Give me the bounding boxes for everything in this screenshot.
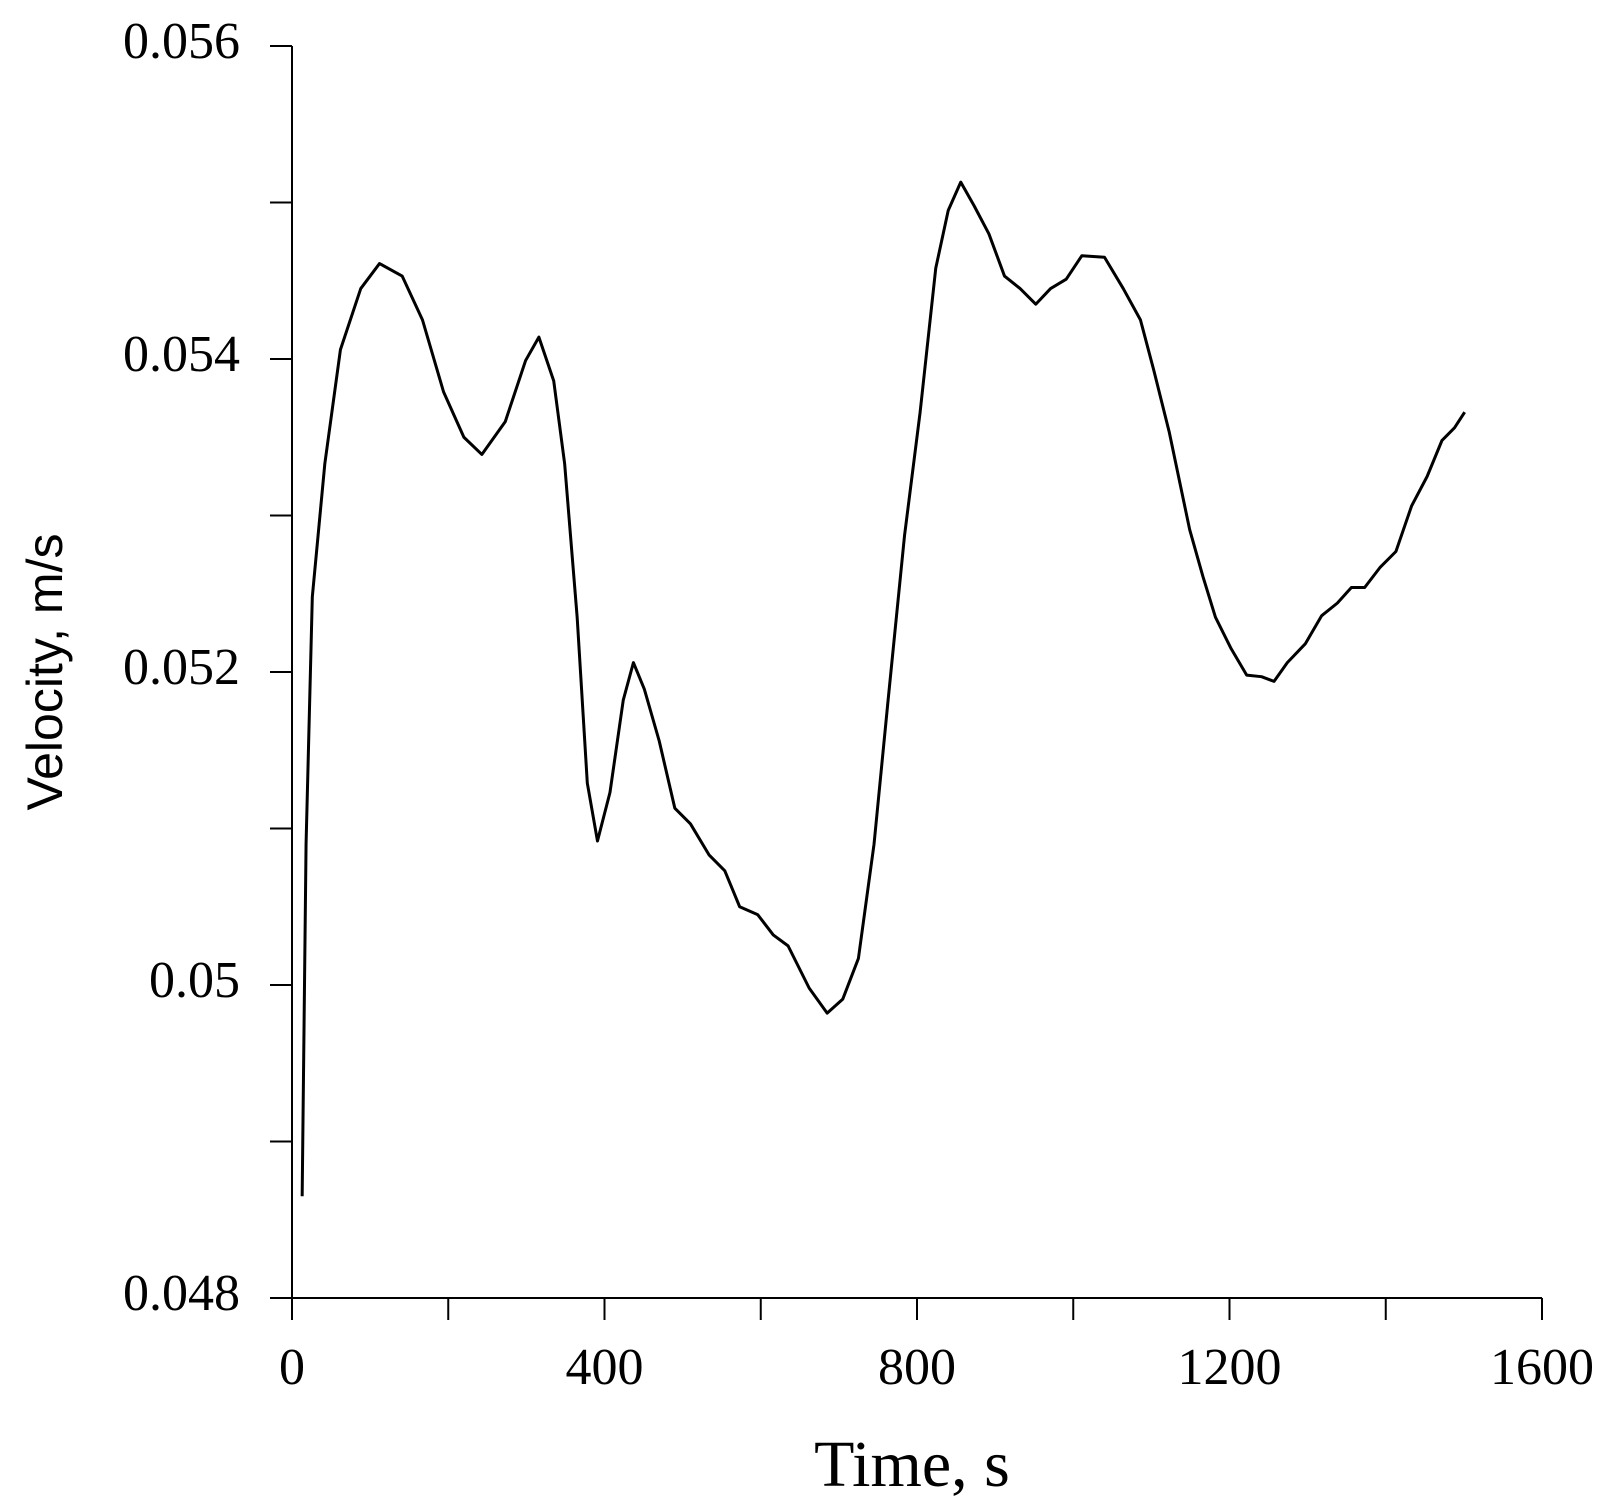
y-axis-title: Velocity, m/s [17,534,73,811]
x-tick-label: 0 [279,1339,305,1396]
x-tick-label: 400 [566,1339,644,1396]
x-tick-label: 800 [878,1339,956,1396]
y-tick-label: 0.052 [123,639,240,696]
x-tick-label: 1200 [1178,1339,1282,1396]
x-tick-label: 1600 [1490,1339,1594,1396]
y-tick-label: 0.056 [123,13,240,70]
data-line [300,180,1466,1197]
y-tick-label: 0.054 [123,326,240,383]
y-tick-label: 0.05 [149,952,240,1009]
y-tick-label: 0.048 [123,1265,240,1322]
x-axis-title: Time, s [814,1428,1010,1501]
